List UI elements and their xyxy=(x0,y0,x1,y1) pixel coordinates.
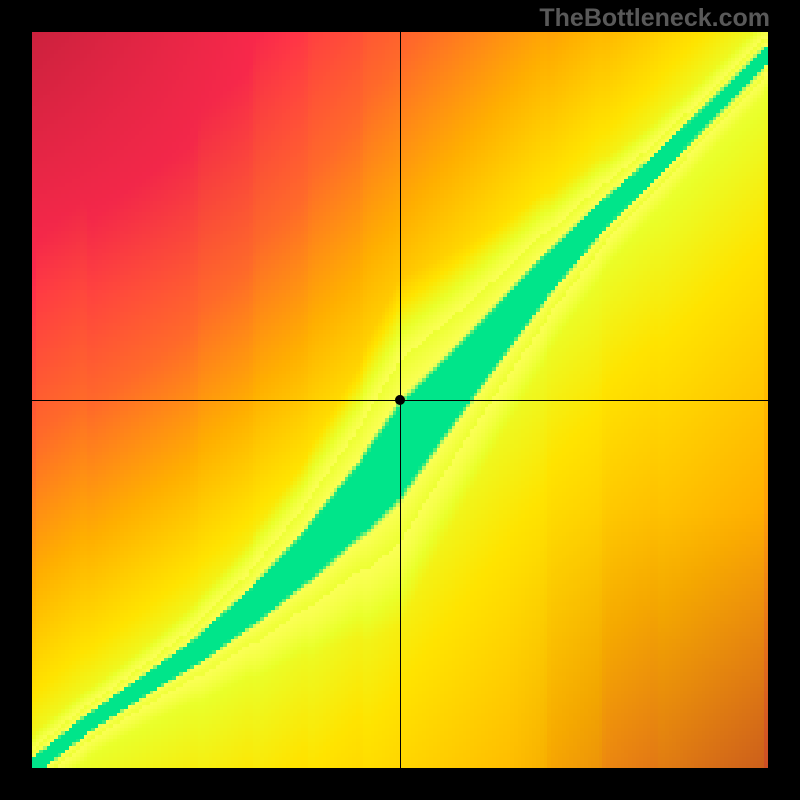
heatmap-canvas xyxy=(0,0,800,800)
chart-container: TheBottleneck.com xyxy=(0,0,800,800)
watermark-text: TheBottleneck.com xyxy=(539,4,770,33)
